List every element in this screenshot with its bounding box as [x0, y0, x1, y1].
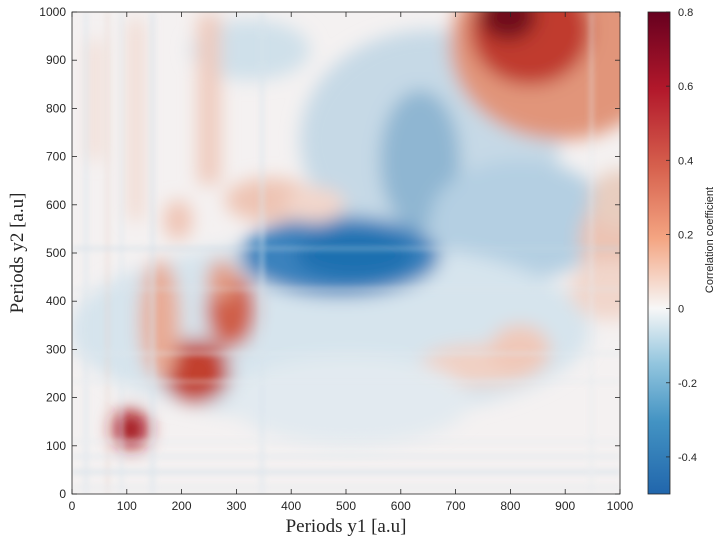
x-tick-label: 100	[117, 499, 137, 513]
x-tick-label: 0	[69, 499, 76, 513]
colorbar-tick-label: -0.2	[678, 378, 697, 390]
x-tick-label: 400	[281, 499, 301, 513]
colorbar	[647, 11, 671, 495]
y-tick-label: 200	[46, 391, 66, 405]
y-tick-label: 700	[46, 150, 66, 164]
x-tick-label: 300	[226, 499, 246, 513]
x-tick-label: 800	[500, 499, 520, 513]
heatmap-blobs	[72, 12, 620, 449]
colorbar-ticks: -0.4 -0.2 0 0.2 0.4 0.6 0.8	[666, 7, 697, 464]
y-tick-label: 800	[46, 101, 66, 115]
colorbar-tick-label: 0	[678, 304, 684, 316]
colorbar-label: Correlation coefficient	[704, 187, 716, 293]
y-tick-label: 0	[59, 487, 66, 501]
x-tick-label: 1000	[607, 499, 634, 513]
colorbar-tick-label: 0.6	[678, 81, 693, 93]
x-tick-label: 700	[446, 499, 466, 513]
x-tick-label: 500	[336, 499, 356, 513]
y-axis-ticks: 0 100 200 300 400 500 600 700 800 900 1000	[39, 5, 620, 501]
heatmap-field	[72, 12, 620, 494]
colorbar-tick-label: -0.4	[678, 452, 697, 464]
colorbar-tick-label: 0.8	[678, 7, 693, 19]
x-tick-label: 600	[391, 499, 411, 513]
x-axis-label: Periods y1 [a.u]	[286, 516, 407, 537]
x-tick-label: 200	[172, 499, 192, 513]
x-axis-ticks: 0 100 200 300 400 500 600 700 800 900 1000	[69, 12, 634, 513]
colorbar-tick-label: 0.2	[678, 229, 693, 241]
heatmap-stripes	[72, 12, 620, 494]
y-tick-label: 600	[46, 198, 66, 212]
colorbar-tick-label: 0.4	[678, 155, 693, 167]
y-tick-label: 400	[46, 294, 66, 308]
y-tick-label: 100	[46, 439, 66, 453]
y-axis-label: Periods y2 [a.u]	[7, 193, 28, 314]
y-tick-label: 300	[46, 342, 66, 356]
y-tick-label: 500	[46, 246, 66, 260]
y-tick-label: 1000	[39, 5, 66, 19]
x-tick-label: 900	[555, 499, 575, 513]
y-tick-label: 900	[46, 53, 66, 67]
